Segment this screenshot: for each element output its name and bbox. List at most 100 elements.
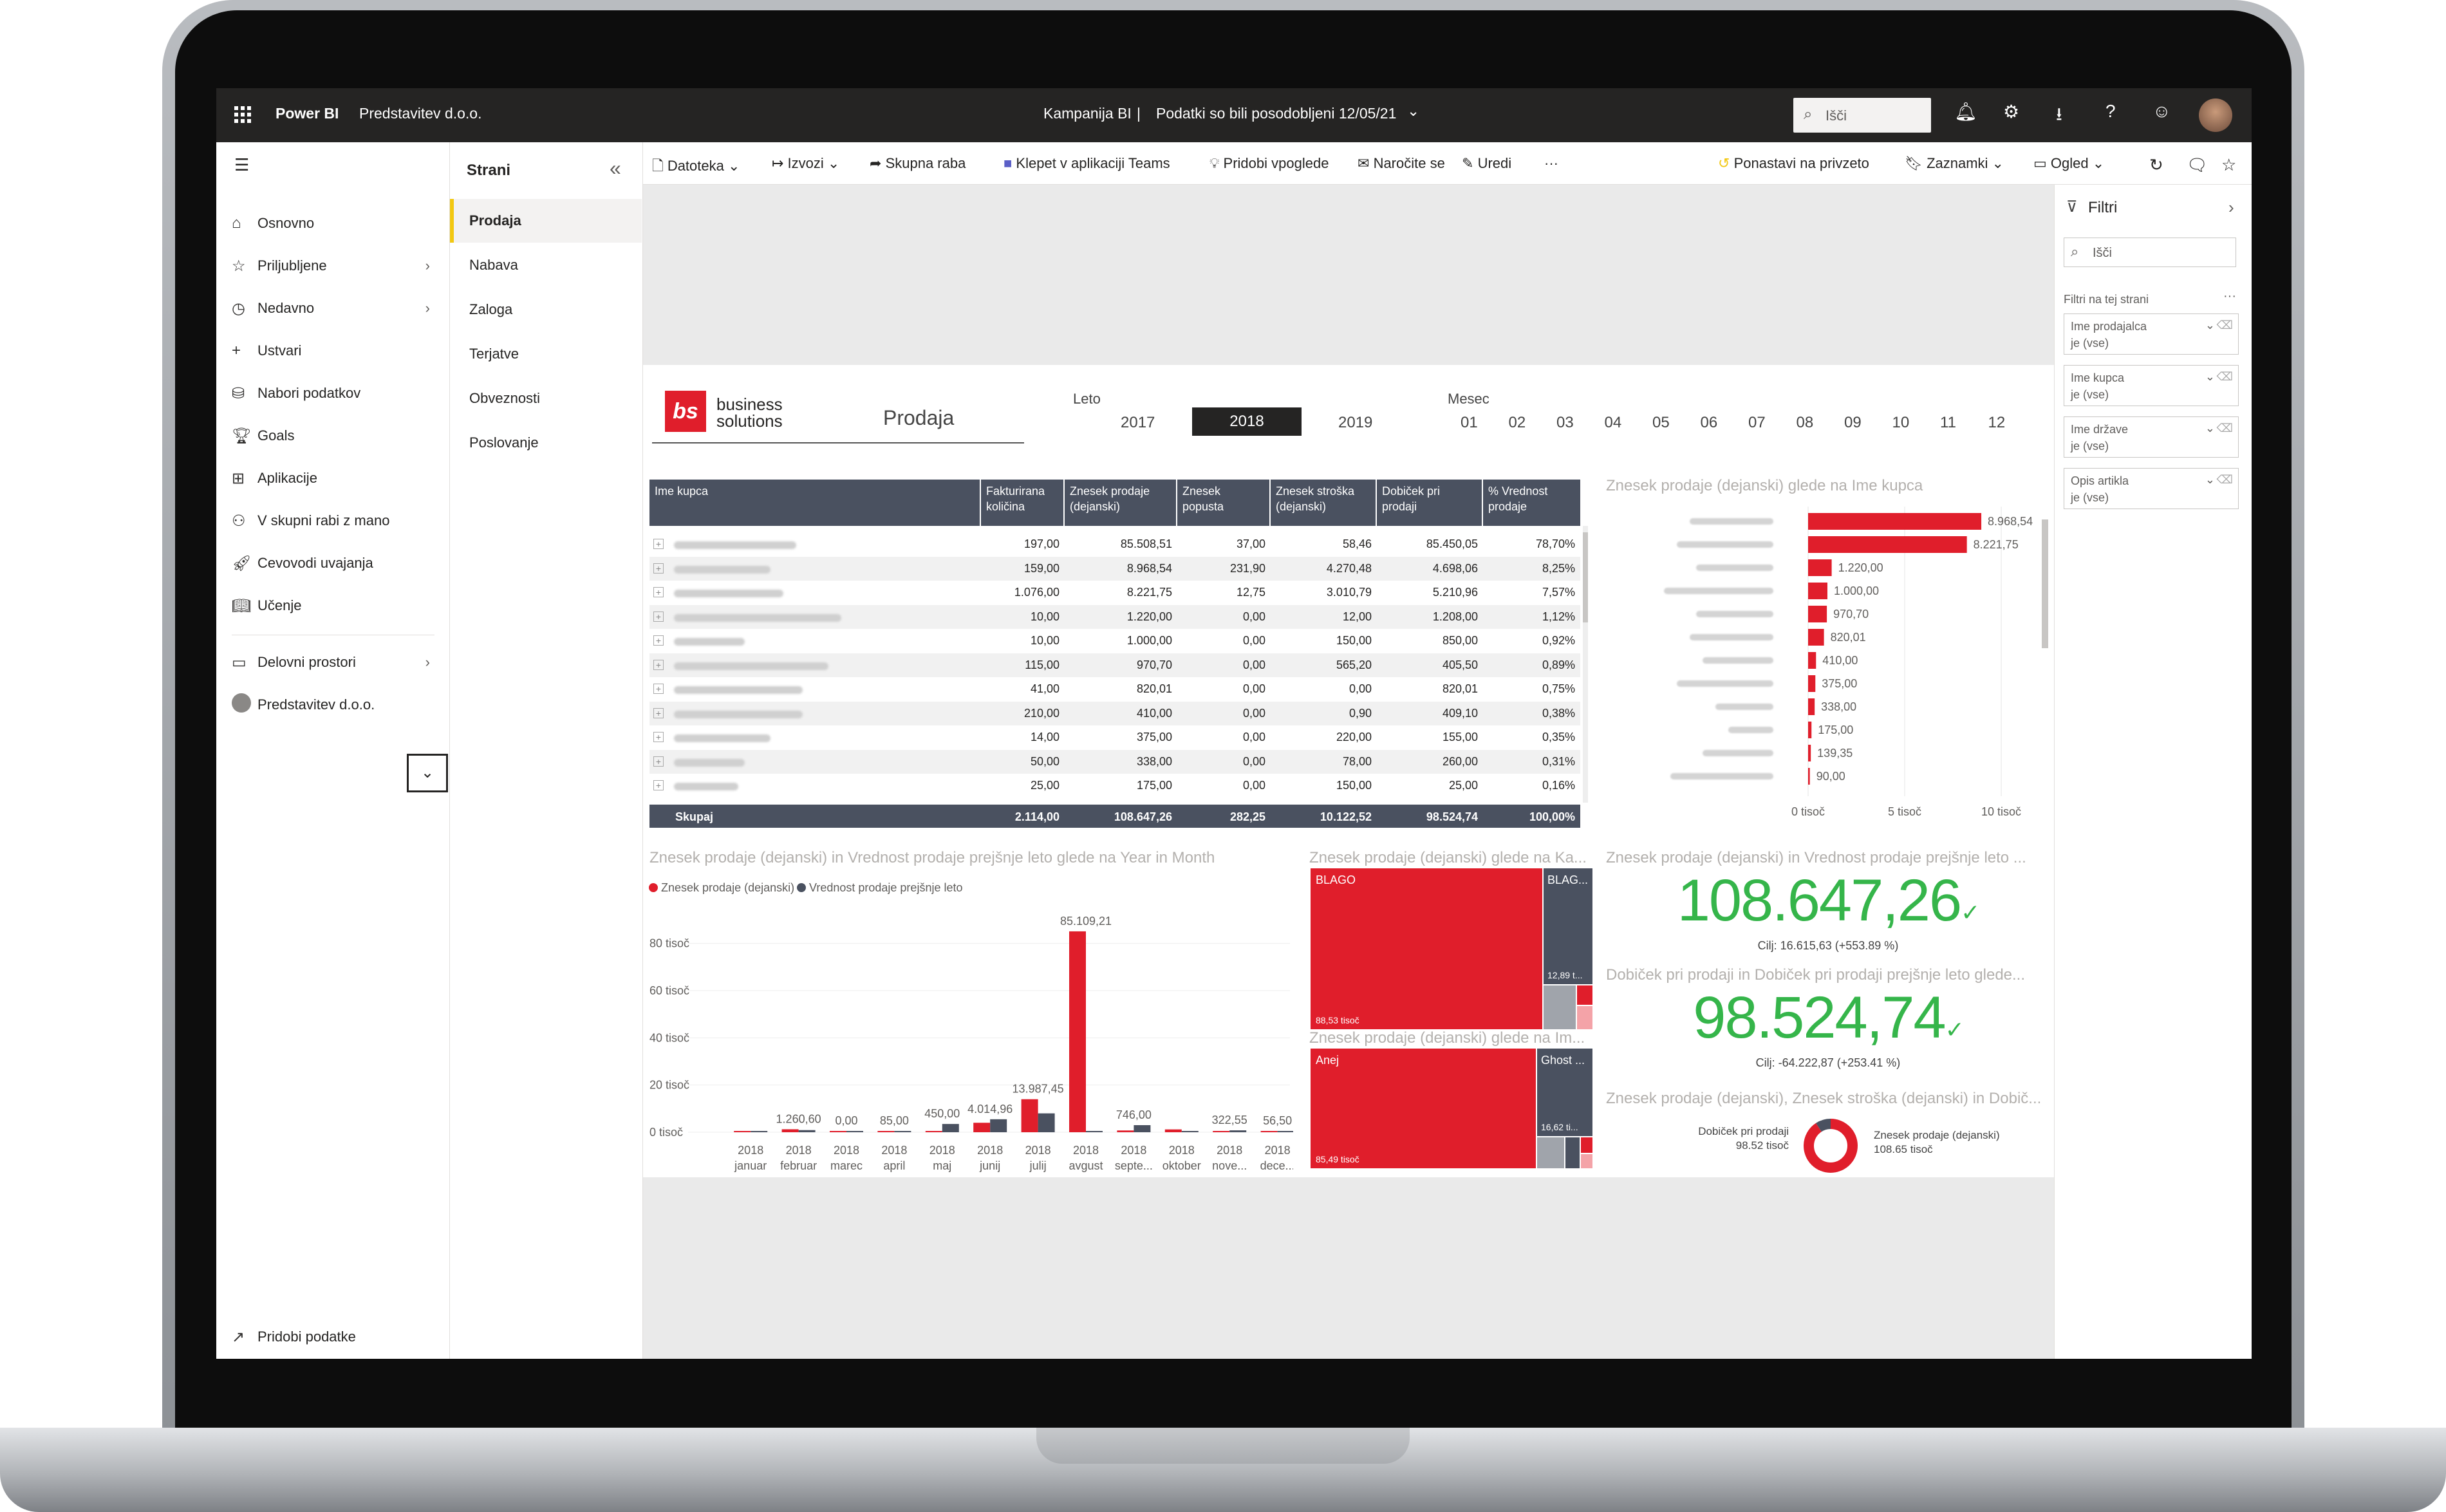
year-2019[interactable]: 2019	[1338, 414, 1373, 431]
nav-item-learn[interactable]: 📖︎ Učenje	[232, 588, 444, 624]
view-menu[interactable]: ▭ Ogled ⌄	[2033, 155, 2105, 171]
eraser-icon[interactable]: ⌫	[2216, 370, 2233, 383]
page-tab-prodaja[interactable]: Prodaja	[450, 199, 642, 243]
treemap2-tile[interactable]	[1537, 1137, 1564, 1168]
table-row[interactable]: +210,00 410,00 0,00 0,90 409,10 0,38%	[649, 701, 1580, 725]
combo-bar-prev-year[interactable]	[1229, 1130, 1247, 1132]
bell-icon[interactable]: 🔔︎	[1954, 102, 1977, 122]
combo-bar-actual[interactable]	[1117, 1130, 1134, 1132]
hbar-bar[interactable]	[1808, 768, 1810, 785]
month-08[interactable]: 08	[1796, 414, 1814, 431]
col-znesek-prodaje[interactable]: Znesek prodaje (dejanski)	[1065, 480, 1177, 526]
teams-chat-button[interactable]: ■ Klepet v aplikaciji Teams	[1004, 155, 1170, 172]
col-dobicek[interactable]: Dobiček pri prodaji	[1377, 480, 1483, 526]
filter-card-artikel[interactable]: Opis artikla je (vse) ⌄ ⌫	[2064, 468, 2239, 509]
nav-item-shared[interactable]: ⚇ V skupni rabi z mano	[232, 503, 444, 539]
nav-item-pipelines[interactable]: 🚀︎ Cevovodi uvajanja	[232, 545, 444, 581]
combo-bar-actual[interactable]	[830, 1131, 846, 1132]
nav-item-current-workspace[interactable]: Predstavitev d.o.o.	[232, 687, 444, 723]
combo-bar-prev-year[interactable]	[751, 1131, 768, 1132]
treemap2-tile-second[interactable]: Ghost ... 16,62 ti...	[1537, 1049, 1592, 1136]
workspace-name[interactable]: Predstavitev d.o.o.	[359, 105, 482, 122]
nav-item-datasets[interactable]: ⛁ Nabori podatkov	[232, 375, 444, 411]
expand-row-icon[interactable]: +	[653, 659, 664, 670]
combo-bar-prev-year[interactable]	[1086, 1131, 1103, 1132]
month-01[interactable]: 01	[1461, 414, 1478, 431]
combo-bar-actual[interactable]	[734, 1131, 751, 1132]
legend-label[interactable]: Vrednost prodaje prejšnje leto	[809, 881, 962, 894]
table-row[interactable]: +10,00 1.000,00 0,00 150,00 850,00 0,92%	[649, 629, 1580, 653]
combo-bar-actual[interactable]	[877, 1131, 895, 1132]
month-07[interactable]: 07	[1748, 414, 1766, 431]
search-box[interactable]: ⌕ Išči	[1793, 98, 1931, 133]
eraser-icon[interactable]: ⌫	[2216, 422, 2233, 434]
combo-bar-prev-year[interactable]	[894, 1131, 911, 1132]
chevron-down-icon[interactable]: ⌄	[1407, 102, 1420, 119]
table-row[interactable]: +159,00 8.968,54 231,90 4.270,48 4.698,06 8,2…	[649, 556, 1580, 581]
nav-item-apps[interactable]: ⊞ Aplikacije	[232, 460, 444, 496]
combo-bar-prev-year[interactable]	[942, 1124, 959, 1132]
nav-item-workspaces[interactable]: ▭ Delovni prostori ›	[232, 644, 444, 680]
treemap2-tile[interactable]	[1581, 1154, 1592, 1168]
combo-bar-actual[interactable]	[973, 1123, 991, 1132]
month-02[interactable]: 02	[1508, 414, 1526, 431]
page-tab-obveznosti[interactable]: Obveznosti	[469, 390, 541, 406]
download-icon[interactable]: ⭳	[2056, 104, 2062, 124]
hbar-bar[interactable]	[1808, 722, 1812, 738]
eraser-icon[interactable]: ⌫	[2216, 473, 2233, 486]
legend-label[interactable]: Znesek prodaje (dejanski)	[661, 881, 794, 894]
combo-bar-actual[interactable]	[925, 1131, 942, 1132]
hbar-bar[interactable]	[1808, 559, 1832, 576]
page-tab-poslovanje[interactable]: Poslovanje	[469, 434, 539, 451]
comment-icon[interactable]: 🗨︎	[2187, 155, 2208, 174]
expand-row-icon[interactable]: +	[653, 611, 664, 622]
expand-row-icon[interactable]: +	[653, 684, 664, 694]
hbar-bar[interactable]	[1808, 606, 1827, 622]
table-scroll-thumb[interactable]	[1583, 532, 1588, 622]
favorite-star-icon[interactable]: ☆	[2221, 155, 2237, 174]
filter-card-drzava[interactable]: Ime države je (vse) ⌄ ⌫	[2064, 416, 2239, 458]
donut-slice[interactable]	[1804, 1119, 1858, 1173]
combo-bar-prev-year[interactable]	[1181, 1131, 1199, 1132]
hbar-bar[interactable]	[1808, 675, 1816, 692]
combo-bar-actual[interactable]	[1021, 1099, 1038, 1132]
combo-bar-actual[interactable]	[1164, 1129, 1182, 1132]
treemap1-tile-main[interactable]: BLAGO 88,53 tisoč	[1311, 868, 1542, 1029]
hbar-bar[interactable]	[1808, 629, 1824, 646]
page-tab-terjatve[interactable]: Terjatve	[469, 346, 519, 362]
share-button[interactable]: ➦ Skupna raba	[870, 155, 966, 172]
month-06[interactable]: 06	[1700, 414, 1718, 431]
table-row[interactable]: +197,00 85.508,51 37,00 58,46 85.450,05 78,70…	[649, 532, 1580, 557]
table-row[interactable]: +50,00 338,00 0,00 78,00 260,00 0,31%	[649, 749, 1580, 774]
hamburger-icon[interactable]: ☰	[234, 155, 250, 174]
filter-card-prodajalec[interactable]: Ime prodajalca je (vse) ⌄ ⌫	[2064, 313, 2239, 355]
col-znesek-popusta[interactable]: Znesek popusta	[1177, 480, 1271, 526]
combo-bar-actual[interactable]	[1260, 1131, 1278, 1132]
month-05[interactable]: 05	[1652, 414, 1670, 431]
app-name[interactable]: Power BI	[275, 105, 339, 122]
nav-item-goals[interactable]: 🏆︎ Goals	[232, 418, 444, 454]
combo-bar-prev-year[interactable]	[990, 1119, 1007, 1132]
treemap2-tile[interactable]	[1581, 1137, 1592, 1153]
expand-row-icon[interactable]: +	[653, 563, 664, 574]
col-vrednost[interactable]: % Vrednost prodaje	[1488, 485, 1548, 513]
hbar-bar[interactable]	[1808, 536, 1967, 553]
subscribe-button[interactable]: ✉ Naročite se	[1358, 155, 1445, 172]
expand-row-icon[interactable]: +	[653, 635, 664, 646]
expand-row-icon[interactable]: +	[653, 756, 664, 767]
expand-row-icon[interactable]: +	[653, 780, 664, 790]
month-12[interactable]: 12	[1988, 414, 2006, 431]
chevron-down-icon[interactable]: ⌄	[2205, 473, 2215, 486]
treemap1-tile[interactable]	[1577, 985, 1592, 1005]
export-menu[interactable]: ↦ Izvozi ⌄	[772, 155, 840, 171]
nav-item-get-data[interactable]: ↗ Pridobi podatke	[232, 1319, 444, 1355]
expand-row-icon[interactable]: +	[653, 707, 664, 718]
month-11[interactable]: 11	[1940, 414, 1956, 431]
expand-row-icon[interactable]: +	[653, 732, 664, 742]
table-row[interactable]: +41,00 820,01 0,00 0,00 820,01 0,75%	[649, 677, 1580, 702]
treemap2-tile-main[interactable]: Anej 85,49 tisoč	[1311, 1049, 1536, 1168]
treemap1-tile-second[interactable]: BLAG... 12,89 t...	[1544, 868, 1592, 984]
filter-card-kupec[interactable]: Ime kupca je (vse) ⌄ ⌫	[2064, 365, 2239, 406]
filter-search-input[interactable]: ⌕ Išči	[2064, 238, 2236, 267]
table-row[interactable]: +1.076,00 8.221,75 12,75 3.010,79 5.210,96 7,…	[649, 581, 1580, 605]
